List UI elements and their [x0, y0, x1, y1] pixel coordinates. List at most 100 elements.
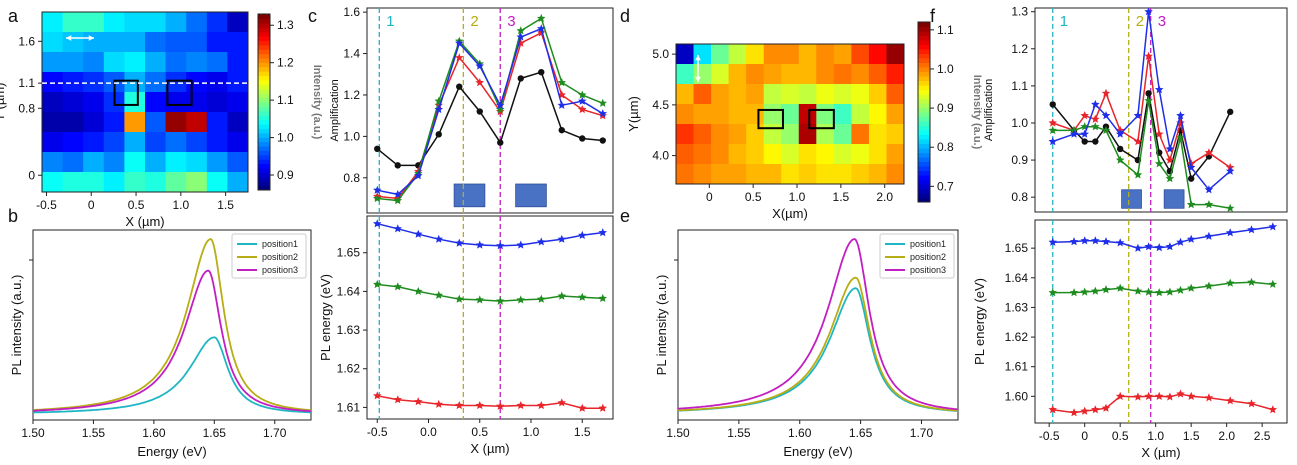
a-ytick-label: 1.6	[18, 34, 35, 48]
d-colorbar-step	[918, 80, 930, 86]
a-cell	[42, 132, 64, 153]
d-cell	[711, 164, 730, 185]
a-marker-square	[166, 79, 193, 106]
f_top-data-point	[1187, 175, 1195, 182]
c_top-data-point	[373, 194, 382, 203]
f_top-data-point	[1048, 118, 1057, 127]
d-cell	[833, 124, 852, 145]
a-cell	[42, 112, 64, 133]
a-cell	[165, 32, 187, 53]
c_bottom-data-point	[537, 237, 546, 246]
a-cell	[62, 112, 84, 133]
a-cell	[124, 72, 146, 93]
f_top-data-point	[1115, 155, 1125, 164]
f_bottom-data-point	[1204, 393, 1214, 402]
a-ytick-label: 0.8	[18, 101, 35, 115]
d-cell	[781, 44, 800, 65]
c_bottom-data-point	[537, 401, 546, 410]
c_bottom-series-line	[377, 395, 603, 409]
e-xtick-label: 1.55	[727, 426, 751, 440]
f_bottom-data-point	[1144, 242, 1153, 251]
d-cell	[868, 84, 887, 105]
d-colorbar-step	[918, 58, 930, 63]
f_top-data-point	[1101, 88, 1111, 97]
a-cell	[124, 112, 146, 133]
f_top-data-point	[1101, 125, 1111, 134]
c_top-position-label: 1	[386, 13, 394, 30]
f_top-ytick-label: 1.1	[1011, 79, 1028, 93]
f_top-structure-box	[1121, 189, 1142, 209]
d-cell	[886, 104, 905, 125]
a-colorbar-step	[258, 75, 270, 81]
d-cell	[781, 144, 800, 165]
f_bottom-data-point	[1101, 237, 1111, 246]
d-cell	[781, 164, 800, 185]
d-cell	[746, 84, 765, 105]
d-cell	[868, 44, 887, 65]
c_bottom-data-point	[393, 224, 402, 233]
c_top-series-line	[376, 71, 603, 167]
c_top-data-point	[578, 90, 587, 99]
f_bottom-xtick-label: 1.0	[1147, 429, 1164, 443]
d-cell	[676, 124, 695, 145]
d-colorbar-step	[918, 35, 930, 41]
e-legend-label: position3	[910, 265, 946, 275]
d-cell	[886, 64, 905, 85]
a-arrow-head	[88, 35, 94, 41]
a-cell	[42, 12, 64, 33]
a-colorbar-step	[258, 168, 270, 173]
a-cell	[42, 172, 64, 193]
d-cell	[728, 104, 747, 125]
a-cell	[206, 52, 228, 73]
d-cell	[711, 144, 730, 165]
d-cell	[746, 164, 765, 185]
f_top-data-point	[1048, 137, 1057, 146]
a-cell	[206, 12, 228, 33]
a-cell	[103, 152, 125, 173]
a-colorbar-step	[258, 124, 270, 129]
b-frame	[32, 229, 312, 421]
d-cell	[851, 164, 870, 185]
c_top-data-point	[393, 189, 402, 198]
c_top-data-point	[578, 96, 587, 105]
d-cell	[833, 44, 852, 65]
a-colorbar-step	[258, 18, 270, 24]
a-cell	[186, 172, 208, 193]
f_bottom-ylabel: PL energy (eV)	[972, 278, 987, 365]
d-cell	[798, 84, 817, 105]
f_top-data-point	[1133, 170, 1143, 179]
c_top-data-point	[475, 61, 484, 70]
a-cell	[227, 52, 249, 73]
a-cell	[165, 12, 187, 33]
d-cell	[851, 44, 870, 65]
c_bottom-ytick-label: 1.64	[337, 284, 361, 298]
a-cell	[145, 32, 167, 53]
d-colorbar-step	[918, 139, 930, 144]
panel-c-pl-energy: 1.61 1.62 1.63 1.64 1.65 -0.5 0.0 0.5 1.0 1.5 X (µ…	[318, 215, 614, 456]
d-cell	[798, 104, 817, 125]
c_top-ytick-label: 1.2	[343, 88, 360, 102]
f_bottom-data-point	[1165, 242, 1175, 251]
d-cell	[676, 144, 695, 165]
c_top-data-point	[538, 68, 545, 76]
c_bottom-data-point	[578, 230, 587, 239]
a-cell	[62, 52, 84, 73]
a-cell	[83, 52, 105, 73]
f_bottom-xtick-label: 2.0	[1218, 429, 1235, 443]
b-series-line	[33, 269, 312, 413]
d-colorbar-tick-label: 1.0	[937, 62, 954, 76]
a-cell	[83, 72, 105, 93]
d-arrow-head	[695, 76, 701, 82]
a-colorbar-tick-label: 1.0	[277, 131, 294, 145]
d-cell	[816, 124, 835, 145]
f_bottom-ytick-label: 1.62	[1005, 330, 1029, 344]
f_bottom-data-point	[1091, 286, 1100, 295]
a-cell	[206, 172, 228, 193]
a-cell	[103, 52, 125, 73]
f_top-position-label: 2	[1136, 13, 1144, 30]
f_top-data-point	[1154, 129, 1164, 138]
c_top-data-point	[557, 100, 566, 109]
d-cell	[711, 84, 730, 105]
c_top-data-point	[598, 98, 607, 107]
d-cell	[798, 44, 817, 65]
